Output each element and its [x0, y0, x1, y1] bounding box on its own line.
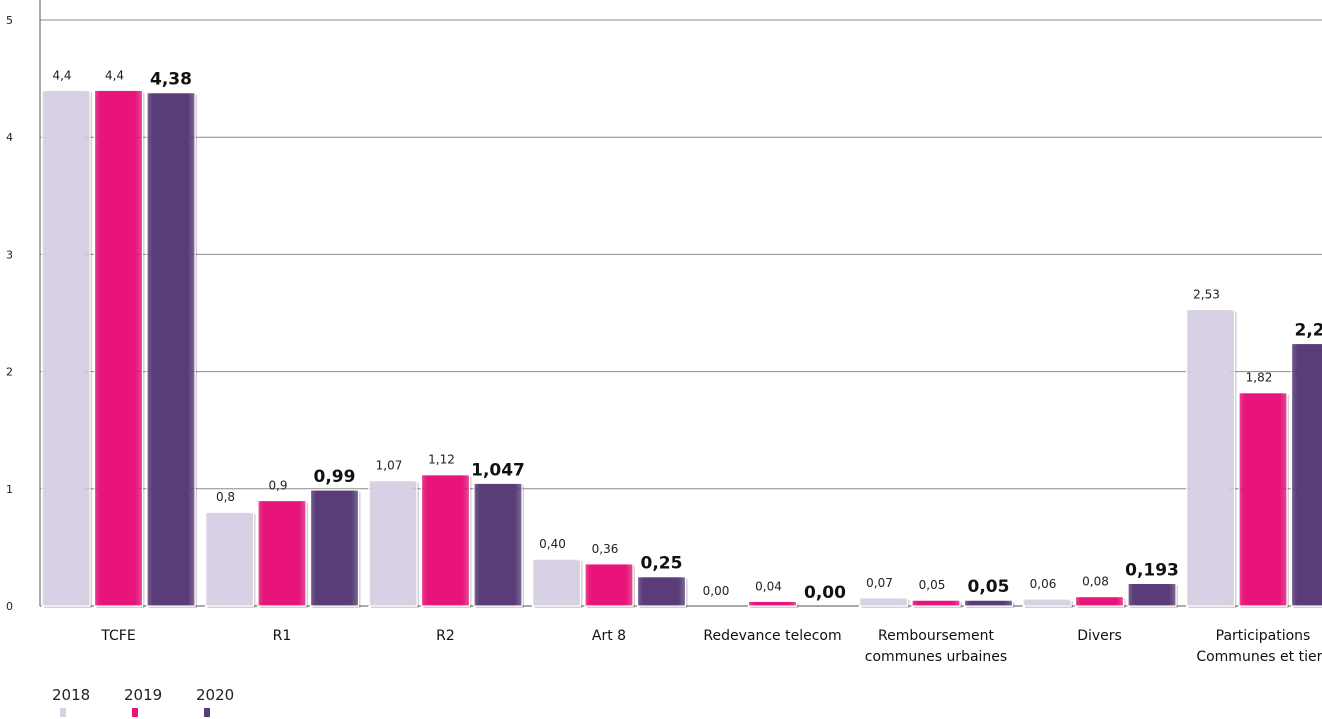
bar	[257, 499, 307, 607]
bar	[1127, 582, 1177, 607]
bar	[1238, 392, 1288, 607]
category-label: R1	[273, 628, 292, 644]
data-label: 0,36	[592, 542, 619, 556]
data-label: 0,07	[866, 576, 893, 590]
bar	[146, 92, 196, 607]
data-label: 0,08	[1082, 575, 1109, 589]
legend-label: 2018	[52, 686, 91, 704]
legend-item-2020: 2020	[194, 686, 266, 719]
bar	[309, 489, 360, 607]
data-label: 4,38	[150, 70, 192, 90]
y-tick-label: 4	[6, 131, 13, 144]
legend: 2018 2019 2020	[50, 686, 266, 719]
legend-item-2019: 2019	[122, 686, 194, 719]
bar	[531, 558, 582, 607]
bar	[963, 599, 1014, 607]
data-label: 0,25	[641, 554, 683, 574]
bar	[204, 511, 255, 607]
y-tick-label: 0	[6, 600, 13, 613]
bar	[1074, 596, 1125, 607]
bar	[747, 600, 798, 607]
bar	[911, 599, 961, 607]
data-label: 2,24	[1295, 320, 1322, 340]
bar	[41, 89, 91, 607]
data-label: 0,40	[539, 537, 566, 551]
legend-swatch	[132, 708, 138, 717]
y-tick-label: 1	[6, 483, 13, 496]
category-label: communes urbaines	[865, 649, 1007, 665]
category-label: TCFE	[100, 628, 135, 644]
data-label: 0,99	[314, 467, 356, 487]
bar	[1185, 308, 1236, 607]
legend-swatch	[204, 708, 210, 717]
legend-item-2018: 2018	[50, 686, 122, 719]
y-tick-label: 3	[6, 248, 13, 261]
bar	[420, 474, 471, 607]
data-label: 4,4	[105, 68, 124, 82]
category-label: R2	[436, 628, 455, 644]
data-label: 0,193	[1125, 560, 1179, 580]
data-label: 1,07	[376, 459, 403, 473]
bar	[368, 479, 418, 607]
category-label: Communes et tiers	[1196, 649, 1322, 665]
data-label: 1,82	[1246, 371, 1273, 385]
data-label: 0,8	[216, 490, 235, 504]
data-label: 0,05	[968, 577, 1010, 597]
data-label: 1,047	[471, 460, 525, 480]
data-label: 0,06	[1030, 577, 1057, 591]
bar	[584, 563, 634, 607]
legend-label: 2019	[124, 686, 163, 704]
bar	[858, 597, 909, 607]
legend-swatch	[60, 708, 66, 717]
category-label: Divers	[1077, 628, 1122, 644]
bar	[636, 576, 687, 607]
y-tick-label: 5	[6, 14, 13, 27]
data-label: 0,00	[804, 583, 846, 603]
legend-label: 2020	[196, 686, 235, 704]
y-tick-label: 2	[6, 366, 13, 379]
data-label: 0,9	[268, 479, 287, 493]
data-label: 0,05	[919, 578, 946, 592]
category-label: Art 8	[592, 628, 626, 644]
bar	[93, 89, 144, 607]
bar	[1022, 598, 1072, 607]
data-label: 4,4	[52, 68, 71, 82]
data-label: 1,12	[428, 453, 455, 467]
category-label: Remboursement	[878, 628, 994, 644]
category-label: Redevance telecom	[703, 628, 841, 644]
bar	[473, 482, 523, 607]
data-label: 0,00	[703, 584, 730, 598]
data-label: 0,04	[755, 579, 782, 593]
data-label: 2,53	[1193, 287, 1220, 301]
bar	[1290, 342, 1322, 607]
category-label: Participations	[1216, 628, 1311, 644]
